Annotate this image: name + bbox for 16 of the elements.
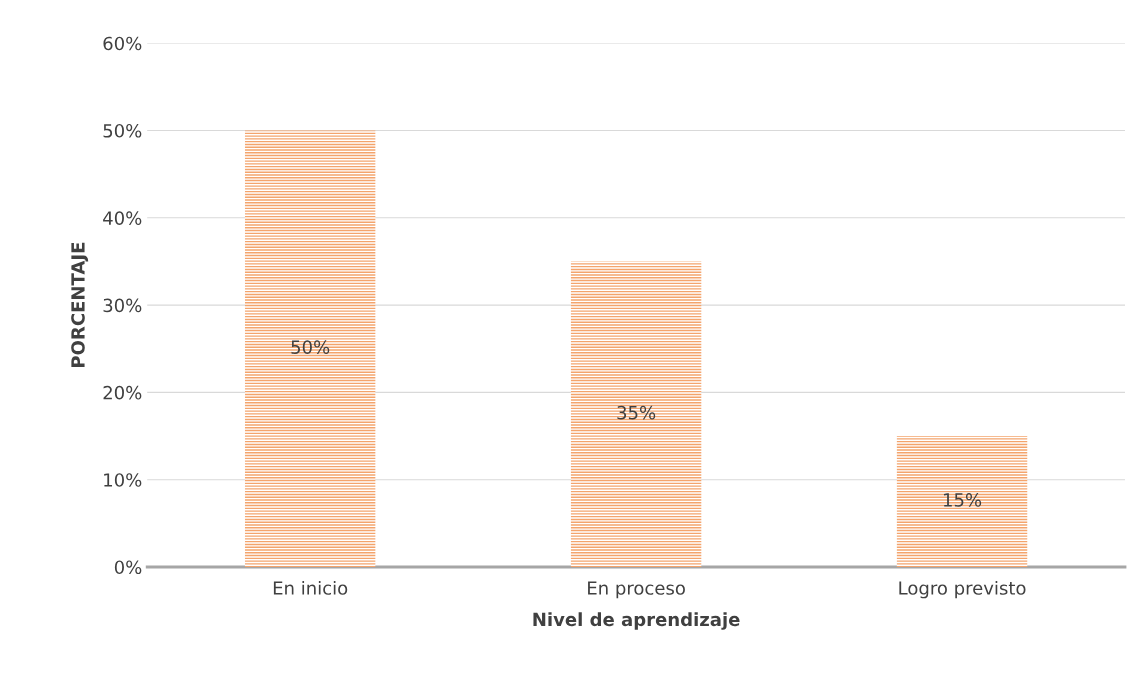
data-label: 35% bbox=[617, 405, 656, 420]
bar bbox=[244, 130, 376, 567]
y-axis-title: PORCENTAJE bbox=[71, 242, 89, 367]
y-tick-label: 30% bbox=[103, 298, 142, 313]
y-tick-label: 60% bbox=[103, 36, 142, 51]
x-tick-label: En inicio bbox=[273, 580, 348, 595]
bar bbox=[570, 261, 702, 567]
y-tick-label: 50% bbox=[103, 123, 142, 138]
y-tick-label: 40% bbox=[103, 211, 142, 225]
x-tick-label: Logro previsto bbox=[899, 580, 1026, 599]
y-tick-label: 0% bbox=[114, 560, 142, 575]
x-axis-title: Nivel de aprendizaje bbox=[533, 612, 740, 630]
bar bbox=[896, 436, 1028, 567]
y-tick-label: 10% bbox=[104, 473, 142, 487]
x-tick-label: En proceso bbox=[588, 581, 685, 599]
y-tick-label: 20% bbox=[103, 385, 142, 400]
